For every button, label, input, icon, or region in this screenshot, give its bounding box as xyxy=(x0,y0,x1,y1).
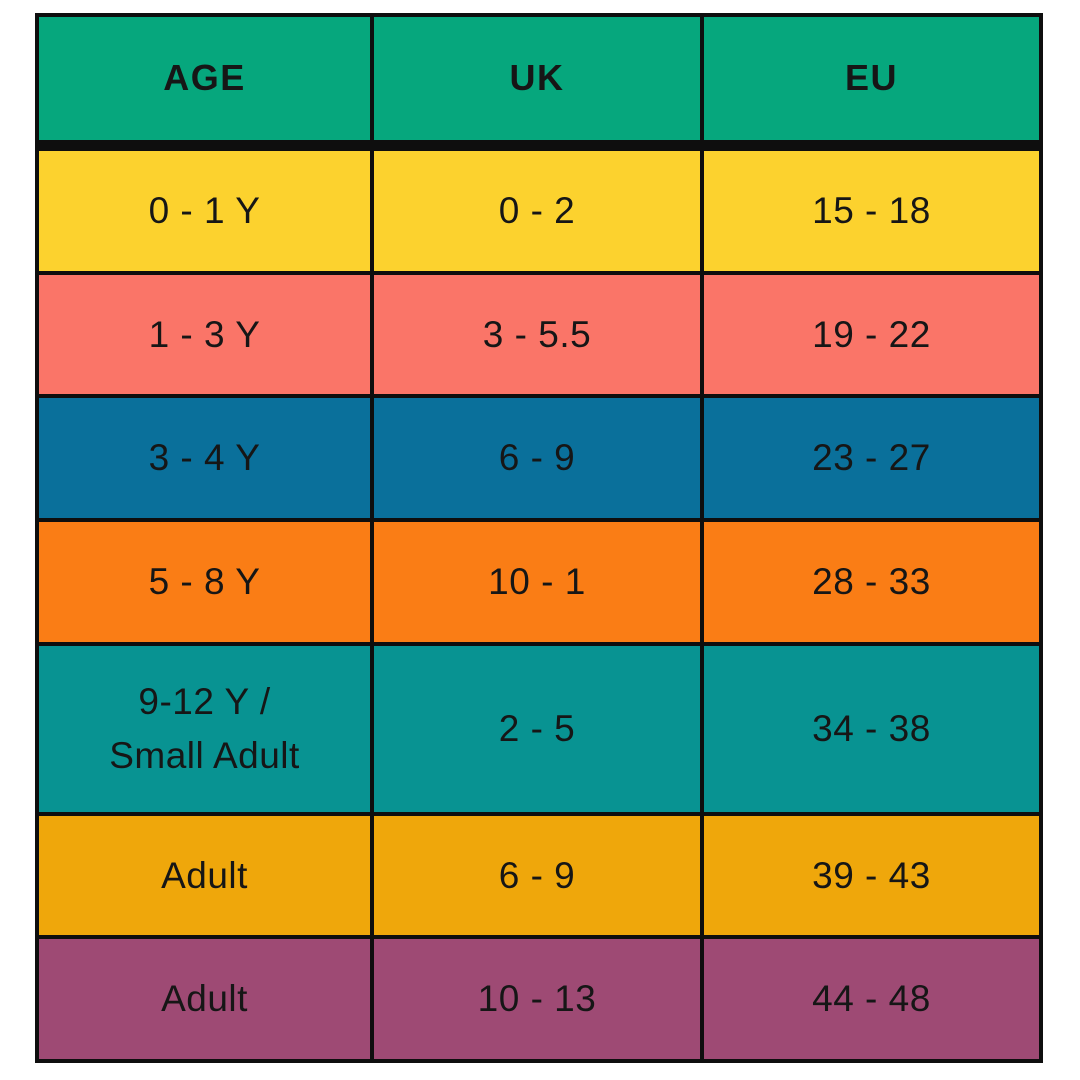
cell-uk: 6 - 9 xyxy=(374,398,704,518)
cell-uk: 0 - 2 xyxy=(374,151,704,271)
header-cell-uk: UK xyxy=(374,17,704,140)
cell-age: 0 - 1 Y xyxy=(39,151,374,271)
header-cell-age: AGE xyxy=(39,17,374,140)
cell-uk: 10 - 1 xyxy=(374,521,704,642)
cell-uk: 3 - 5.5 xyxy=(374,274,704,395)
cell-eu: 39 - 43 xyxy=(812,854,931,896)
cell-uk: 2 - 5 xyxy=(374,645,704,812)
table-row: Adult 6 - 9 39 - 43 xyxy=(39,815,1039,940)
table-row: 0 - 1 Y 0 - 2 15 - 18 xyxy=(39,151,1039,275)
header-cell-eu: EU xyxy=(844,57,898,99)
cell-eu: 15 - 18 xyxy=(812,190,931,231)
cell-age: 1 - 3 Y xyxy=(39,274,374,395)
cell-age: 9-12 Y / Small Adult xyxy=(39,645,374,812)
table-header-row: AGE UK EU xyxy=(39,17,1039,151)
table-row: Adult 10 - 13 44 - 48 xyxy=(39,939,1039,1059)
cell-uk: 10 - 13 xyxy=(374,939,704,1059)
table-row: 5 - 8 Y 10 - 1 28 - 33 xyxy=(39,521,1039,646)
cell-uk: 6 - 9 xyxy=(374,815,704,936)
cell-eu: 28 - 33 xyxy=(812,560,931,602)
cell-eu: 19 - 22 xyxy=(812,313,931,355)
cell-age: Adult xyxy=(39,939,374,1059)
cell-eu: 23 - 27 xyxy=(812,437,931,479)
table-row: 1 - 3 Y 3 - 5.5 19 - 22 xyxy=(39,274,1039,399)
cell-eu: 34 - 38 xyxy=(812,707,931,749)
cell-age: Adult xyxy=(39,815,374,936)
table-row: 3 - 4 Y 6 - 9 23 - 27 xyxy=(39,398,1039,522)
table-row: 9-12 Y / Small Adult 2 - 5 34 - 38 xyxy=(39,645,1039,816)
cell-age: 5 - 8 Y xyxy=(39,521,374,642)
size-conversion-table: AGE UK EU 0 - 1 Y 0 - 2 15 - 18 1 - 3 Y … xyxy=(35,13,1043,1063)
cell-age: 3 - 4 Y xyxy=(39,398,374,518)
cell-eu: 44 - 48 xyxy=(812,978,931,1020)
